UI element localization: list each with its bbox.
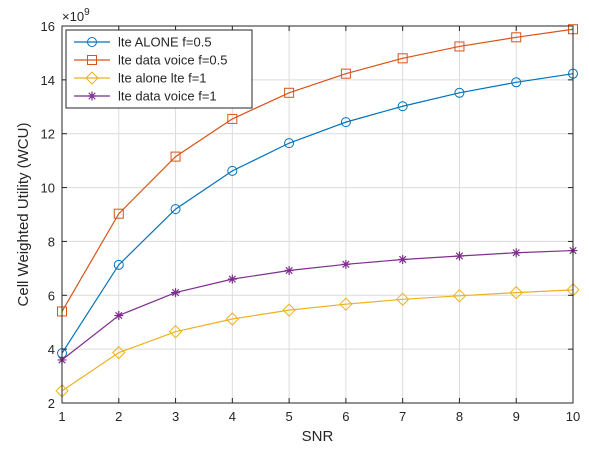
- x-tick-label: 2: [115, 409, 122, 424]
- y-tick-label: 14: [41, 73, 55, 88]
- series-2: [57, 24, 578, 317]
- data-point: [171, 288, 181, 298]
- data-point: [114, 310, 124, 320]
- y-tick-label: 2: [48, 396, 55, 411]
- data-point: [113, 259, 124, 270]
- legend-label: lte data voice f=0.5: [118, 53, 228, 68]
- y-tick-label: 4: [48, 342, 55, 357]
- y-tick-label: 6: [48, 288, 55, 303]
- data-point: [227, 165, 238, 176]
- legend-label: lte ALONE f=0.5: [118, 35, 212, 50]
- data-point: [454, 251, 464, 261]
- data-point: [284, 138, 295, 149]
- data-point: [284, 266, 294, 276]
- y-tick-label: 10: [41, 181, 55, 196]
- data-point: [511, 248, 521, 258]
- data-point: [452, 289, 467, 303]
- data-point: [170, 204, 181, 215]
- data-point: [339, 297, 353, 311]
- data-point: [168, 324, 183, 339]
- series-layer: [55, 24, 580, 398]
- plot-frame: [61, 25, 574, 404]
- legend: lte ALONE f=0.5 lte data voice f=0.5 lte a…: [65, 29, 253, 109]
- data-point: [113, 208, 124, 219]
- data-point: [454, 41, 465, 52]
- data-point: [397, 53, 408, 64]
- x-tick-label: 1: [58, 409, 65, 424]
- data-point: [227, 113, 238, 124]
- y-axis-label: Cell Weighted Utility (WCU): [15, 123, 32, 307]
- data-point: [284, 87, 295, 98]
- x-tick-label: 5: [285, 409, 292, 424]
- data-point: [397, 101, 408, 112]
- series-line: [61, 249, 574, 361]
- x-axis-label: SNR: [302, 428, 334, 445]
- legend-marker: [87, 55, 97, 65]
- data-point: [511, 32, 522, 43]
- legend-marker: [87, 37, 97, 47]
- y-tick-label: 8: [48, 234, 55, 249]
- data-point: [225, 312, 240, 326]
- data-point: [509, 285, 523, 300]
- y-tick-label: 12: [41, 127, 55, 142]
- legend-item: lte data voice f=0.5: [74, 53, 228, 68]
- legend-item: lte ALONE f=0.5: [74, 35, 212, 50]
- data-point: [282, 303, 296, 317]
- series-3: [55, 283, 580, 398]
- data-point: [112, 345, 126, 360]
- legend-item: lte data voice f=1: [74, 89, 217, 104]
- series-line: [61, 73, 574, 354]
- legend-item: lte alone lte f=1: [74, 71, 207, 86]
- data-point: [395, 292, 410, 307]
- x-tick-label: 4: [229, 409, 236, 424]
- data-point: [340, 68, 351, 79]
- y-exponent-label: ×109: [62, 7, 90, 24]
- series-line: [61, 289, 574, 392]
- y-tick-label: 16: [41, 19, 55, 34]
- legend-marker: [85, 71, 99, 85]
- x-tick-label: 10: [566, 409, 580, 424]
- series-line: [61, 28, 574, 312]
- x-tick-label: 9: [513, 409, 520, 424]
- legend-label: lte alone lte f=1: [118, 71, 207, 86]
- x-tick-label: 6: [342, 409, 349, 424]
- data-point: [227, 274, 237, 284]
- x-tick-label: 8: [456, 409, 463, 424]
- legend-label: lte data voice f=1: [118, 89, 217, 104]
- x-tick-label: 7: [399, 409, 406, 424]
- x-tick-label: 3: [172, 409, 179, 424]
- legend-marker: [87, 91, 97, 101]
- legend-box: [65, 29, 253, 109]
- data-point: [341, 259, 351, 269]
- data-point: [511, 77, 522, 88]
- data-point: [340, 117, 351, 128]
- data-point: [398, 254, 408, 264]
- data-point: [170, 151, 181, 162]
- data-point: [454, 87, 465, 98]
